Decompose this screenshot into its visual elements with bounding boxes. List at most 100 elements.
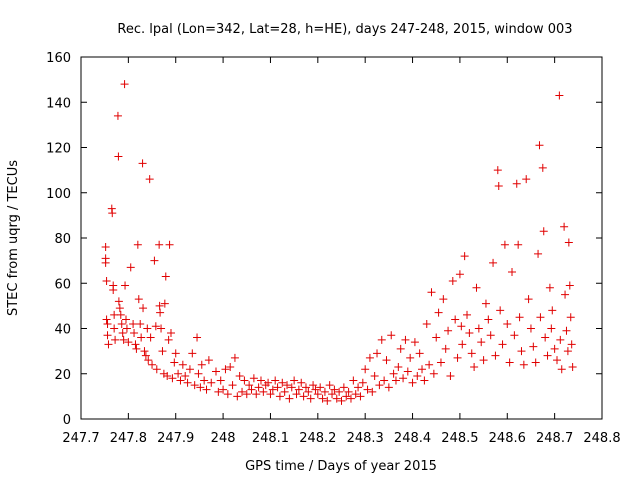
data-point — [114, 152, 123, 161]
data-point — [170, 358, 179, 367]
data-point — [484, 315, 493, 324]
data-point — [101, 243, 110, 252]
data-point — [122, 324, 131, 333]
data-point — [337, 396, 346, 405]
data-point — [472, 283, 481, 292]
data-point — [498, 340, 507, 349]
data-point — [132, 344, 141, 353]
data-point — [211, 367, 220, 376]
data-point — [399, 374, 408, 383]
data-point — [408, 378, 417, 387]
data-point — [111, 335, 120, 344]
data-point — [342, 392, 351, 401]
data-point — [226, 362, 235, 371]
data-point — [491, 351, 500, 360]
data-point — [235, 372, 244, 381]
data-point — [245, 381, 254, 390]
data-point — [413, 372, 422, 381]
data-point — [103, 331, 112, 340]
data-point — [190, 381, 199, 390]
data-point — [479, 356, 488, 365]
data-point — [103, 319, 112, 328]
data-point — [242, 390, 251, 399]
data-point — [470, 362, 479, 371]
data-point — [420, 376, 429, 385]
data-point — [193, 333, 202, 342]
data-point — [219, 385, 228, 394]
data-point — [152, 365, 161, 374]
data-point — [389, 369, 398, 378]
data-point — [538, 163, 547, 172]
data-point — [306, 394, 315, 403]
y-tick-label: 140 — [46, 96, 71, 111]
data-point — [102, 276, 111, 285]
data-point — [240, 376, 249, 385]
data-point — [332, 394, 341, 403]
data-point — [197, 360, 206, 369]
x-tick-label: 248 — [211, 431, 236, 446]
y-tick-label: 120 — [46, 142, 71, 157]
data-point — [481, 299, 490, 308]
data-point — [214, 387, 223, 396]
data-point — [283, 381, 292, 390]
data-point — [134, 295, 143, 304]
data-point — [358, 378, 367, 387]
data-point — [178, 360, 187, 369]
data-point — [335, 387, 344, 396]
data-point — [113, 111, 122, 120]
data-point — [185, 365, 194, 374]
data-point — [204, 356, 213, 365]
data-point — [517, 347, 526, 356]
data-point — [158, 347, 167, 356]
data-point — [294, 385, 303, 394]
data-point — [316, 383, 325, 392]
data-point — [351, 390, 360, 399]
y-tick-label: 60 — [54, 277, 71, 292]
data-point — [560, 222, 569, 231]
data-point — [556, 335, 565, 344]
data-point — [510, 331, 519, 340]
data-point — [151, 322, 160, 331]
data-point — [223, 390, 232, 399]
data-point — [465, 329, 474, 338]
data-point — [299, 392, 308, 401]
data-point — [140, 347, 149, 356]
data-point — [176, 376, 185, 385]
data-point — [429, 369, 438, 378]
data-point — [489, 258, 498, 267]
x-tick-label: 247.7 — [62, 431, 99, 446]
data-point — [566, 313, 575, 322]
data-point — [238, 387, 247, 396]
data-point — [387, 331, 396, 340]
data-point — [493, 166, 502, 175]
data-point — [139, 304, 148, 313]
data-point — [543, 351, 552, 360]
data-point — [230, 353, 239, 362]
data-point — [133, 240, 142, 249]
data-point — [164, 335, 173, 344]
data-point — [309, 381, 318, 390]
data-point — [439, 295, 448, 304]
data-point — [161, 272, 170, 281]
data-point — [474, 324, 483, 333]
data-point — [287, 383, 296, 392]
data-point — [494, 181, 503, 190]
data-point — [275, 392, 284, 401]
data-point — [547, 324, 556, 333]
data-point — [174, 369, 183, 378]
data-point — [285, 394, 294, 403]
x-tick-label: 248.2 — [299, 431, 336, 446]
data-point — [168, 374, 177, 383]
y-tick-label: 160 — [46, 51, 71, 66]
data-point — [526, 324, 535, 333]
x-tick-label: 247.8 — [110, 431, 147, 446]
data-point — [165, 240, 174, 249]
data-point — [119, 335, 128, 344]
data-point — [320, 387, 329, 396]
data-point — [150, 256, 159, 265]
data-point — [137, 333, 146, 342]
data-point — [115, 304, 124, 313]
data-point — [146, 333, 155, 342]
data-point — [514, 240, 523, 249]
